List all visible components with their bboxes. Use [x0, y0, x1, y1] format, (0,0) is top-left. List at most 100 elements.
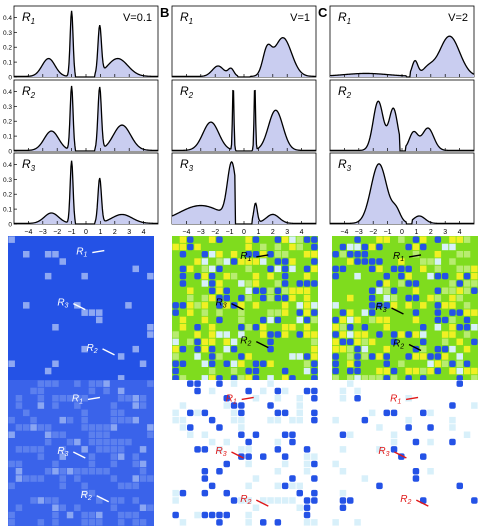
lattice-cell [238, 375, 245, 382]
x-tick-label: 1 [414, 229, 418, 236]
lattice-cell [311, 302, 318, 309]
lattice-cell [52, 504, 59, 511]
lattice-cell [15, 395, 23, 402]
density-fill [14, 86, 158, 151]
lattice-cell [303, 287, 311, 294]
lattice-cell [216, 424, 223, 431]
lattice-cell [147, 272, 154, 280]
lattice-cell [376, 302, 383, 309]
lattice-cell [449, 309, 456, 316]
lattice-cell [44, 251, 52, 258]
plot-V=1-R1: R1 V=1 [171, 5, 317, 78]
lattice-cell [354, 258, 361, 265]
lattice-cell [194, 409, 201, 417]
lattice-cell [245, 387, 252, 395]
row-label-sub: 3 [189, 164, 194, 173]
lattice-cell [208, 482, 216, 490]
lattice-cell [238, 280, 245, 287]
density-fill [330, 36, 474, 77]
lattice-cell [303, 511, 311, 519]
lattice-cell [339, 497, 347, 504]
lattice-cell [52, 395, 59, 402]
lattice-cell [74, 504, 81, 511]
lattice-cell [52, 324, 59, 331]
lattice-cell [289, 375, 296, 382]
lattice-cell [376, 353, 383, 360]
lattice-cell [59, 395, 66, 402]
lattice-cell [281, 265, 289, 273]
lattice-cell [347, 497, 354, 504]
lattice-cell [420, 345, 427, 353]
lattice-cell [354, 331, 361, 338]
lattice-cell [368, 287, 376, 294]
row-label-sub: 2 [188, 91, 194, 100]
lattice-cell [354, 236, 361, 243]
lattice-cell [332, 460, 339, 468]
x-tick-label: 3 [443, 229, 447, 236]
lattice-cell [223, 331, 230, 338]
lattice-cell [311, 409, 318, 417]
lattice-cell [274, 287, 282, 294]
lattice-cell [434, 251, 442, 258]
lattice-cell [201, 409, 209, 417]
lattice-cell [267, 331, 274, 338]
lattice-cell [230, 380, 238, 387]
lattice-cell [274, 316, 282, 324]
x-tick-label: 0 [84, 229, 88, 236]
region-arrow [73, 451, 86, 459]
plot-frame [329, 79, 475, 152]
lattice-cell [456, 338, 463, 346]
region-marker-sub: 2 [399, 344, 404, 351]
lattice-cell [96, 446, 103, 453]
lattice-cell [245, 482, 252, 490]
region-arrow [87, 396, 101, 401]
lattice-cell [208, 251, 216, 258]
lattice-cell [147, 331, 154, 338]
region-marker-sub: 1 [397, 398, 401, 405]
lattice-cell [296, 504, 303, 511]
lattice-cell [347, 258, 354, 265]
row-label-sub: 1 [31, 17, 35, 26]
lattice-cell [332, 265, 339, 273]
lattice-cell [132, 497, 139, 504]
lattice-cell [245, 243, 252, 251]
lattice-cell [238, 309, 245, 316]
lattice-cell [252, 504, 260, 511]
lattice-cell [23, 251, 30, 258]
lattice-cell [15, 468, 23, 475]
lattice-cell [260, 497, 267, 504]
lattice-cell [172, 338, 179, 346]
lattice-cell [223, 395, 230, 402]
lattice-cell [8, 360, 15, 367]
lattice-cell [274, 519, 282, 526]
row-label-sub: 3 [347, 164, 352, 173]
region-marker-sub: 2 [247, 499, 252, 506]
lattice-cell [132, 265, 139, 273]
lattice-cell [194, 387, 201, 395]
lattice-cell [376, 265, 383, 273]
region-marker-sub: 1 [248, 256, 252, 263]
lattice-cell [208, 360, 216, 367]
lattice-cell [471, 497, 478, 504]
lattice-cell [179, 360, 187, 367]
lattice-cell [383, 302, 390, 309]
x-tick-label: 2 [113, 229, 117, 236]
lattice-cell [59, 258, 66, 265]
x-tick-label: −4 [182, 229, 190, 236]
lattice-cell [412, 331, 420, 338]
lattice-cell [339, 324, 347, 331]
lattice-cell [260, 287, 267, 294]
lattice-cell [81, 519, 88, 526]
lattice-cell [216, 251, 223, 258]
lattice-cell [339, 251, 347, 258]
region-arrow [231, 302, 244, 311]
lattice-cell [463, 272, 471, 280]
lattice-cell [311, 353, 318, 360]
lattice-cell [252, 395, 260, 402]
x-tick-label: 1 [98, 229, 102, 236]
lattice-cell [296, 489, 303, 497]
region-marker-label: R1 [240, 251, 251, 263]
lattice-cell [441, 353, 449, 360]
lattice-cell [208, 324, 216, 331]
lattice-cell [44, 380, 52, 387]
